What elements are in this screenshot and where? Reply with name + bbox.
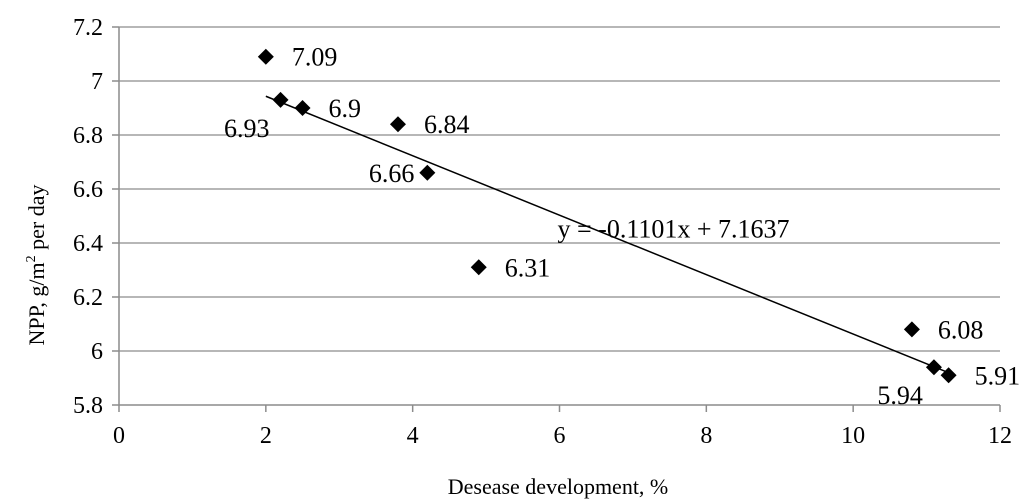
data-label: 5.91: [975, 361, 1021, 390]
data-labels: 7.09 6.93 6.9 6.84 6.66 6.31 6.08 5.94 5.91: [224, 43, 1020, 411]
y-tick-label: 5.8: [73, 393, 103, 419]
data-point: [925, 359, 942, 376]
data-point: [419, 164, 436, 181]
gridlines: [119, 26, 1000, 352]
x-tick-label: 8: [700, 423, 712, 449]
y-axis-title-group: NPP, g/m2 per day: [24, 184, 49, 345]
data-point: [389, 116, 406, 133]
y-axis-title-rest: per day: [24, 184, 49, 255]
axes: [112, 26, 1001, 412]
y-tick-label: 7: [91, 69, 103, 95]
data-label: 5.94: [877, 381, 923, 410]
y-tick-label: 6.8: [73, 123, 103, 149]
data-label: 6.93: [224, 114, 270, 143]
y-axis-title-sup: 2: [24, 255, 39, 262]
y-tick-label: 7.2: [73, 15, 103, 41]
x-tick-label: 6: [554, 423, 566, 449]
data-label: 6.66: [369, 159, 415, 188]
data-point: [257, 48, 274, 65]
data-label: 6.84: [424, 110, 470, 139]
data-point: [294, 100, 311, 116]
y-tick-label: 6: [91, 339, 103, 365]
data-label: 7.09: [292, 43, 338, 72]
y-tick-label: 6.4: [73, 231, 103, 257]
y-axis-title-main: NPP, g/m: [24, 262, 49, 345]
y-axis-title: NPP, g/m2 per day: [24, 184, 49, 345]
x-tick-label: 0: [113, 423, 125, 449]
y-tick-label: 6.2: [73, 285, 103, 311]
data-points: [257, 48, 957, 384]
data-label: 6.08: [938, 315, 984, 344]
x-tick-label: 2: [260, 423, 272, 449]
x-tick-label: 12: [988, 423, 1012, 449]
trendline-equation: y = -0.1101x + 7.1637: [558, 215, 790, 244]
data-point: [940, 367, 957, 384]
data-point: [903, 321, 920, 338]
data-label: 6.31: [505, 253, 551, 282]
y-tick-label: 6.6: [73, 177, 103, 203]
tick-labels: 5.8 6 6.2 6.4 6.6 6.8 7 7.2 0 2 4 6 8 10 12: [73, 15, 1012, 449]
trendline: [265, 95, 949, 374]
data-label: 6.9: [329, 94, 362, 123]
x-tick-label: 4: [407, 423, 419, 449]
data-point: [470, 259, 487, 276]
trendline-group: y = -0.1101x + 7.1637: [265, 95, 949, 374]
x-tick-label: 10: [841, 423, 865, 449]
data-point: [272, 91, 289, 108]
x-axis-title: Desease development, %: [448, 474, 669, 499]
